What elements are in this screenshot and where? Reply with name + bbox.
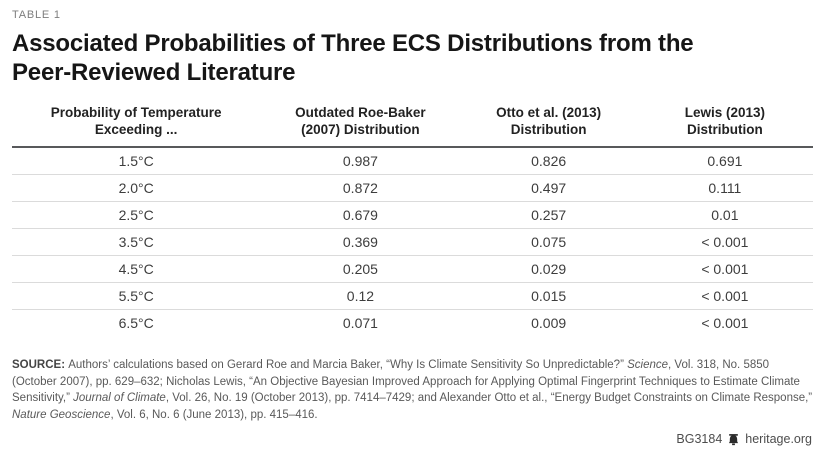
table-cell-lewis: 0.691 [636, 147, 813, 175]
table-cell-lewis: < 0.001 [701, 315, 749, 331]
table-cell-otto: 0.015 [460, 282, 637, 310]
table-cell-lewis: 0.111 [636, 174, 813, 202]
source-text-segment: , Vol. 318, No. 5850 (October 2007), pp.… [12, 359, 800, 404]
table-cell-temp: 2.0°C [12, 174, 261, 202]
source-text-segment: Journal of Climate [73, 392, 166, 404]
table-cell-otto: 0.075 [460, 228, 637, 256]
table-cell-otto: 0.497 [460, 174, 637, 202]
source-text-segment: Nature Geoscience [12, 408, 111, 421]
column-header-otto: Otto et al. (2013) Distribution [460, 102, 637, 148]
footer: BG3184 heritage.org [676, 432, 812, 446]
table-cell-roe-baker: 0.071 [342, 315, 378, 331]
doc-id: BG3184 [676, 432, 723, 446]
table-cell-temp: 2.5°C [12, 201, 261, 229]
table-cell-lewis: < 0.001 [636, 255, 813, 283]
table-cell-otto: 0.029 [460, 255, 637, 283]
table-cell-lewis: < 0.001 [636, 282, 813, 310]
heritage-bell-icon [727, 433, 740, 446]
column-header-temp: Probability of Temperature Exceeding ... [12, 102, 261, 148]
table-row: 4.5°C 0.205 0.029 < 0.001 [12, 255, 813, 283]
table-cell-roe-baker: 0.205 [260, 255, 461, 283]
table-cell-lewis: < 0.001 [636, 228, 813, 256]
table-number: TABLE 1 [12, 9, 61, 21]
table-cell-roe-baker: 0.12 [260, 282, 461, 310]
table-cell-temp: 4.5°C [12, 255, 261, 283]
table-row: 2.5°C 0.679 0.257 0.01 [12, 201, 813, 229]
table-cell-otto: 0.826 [460, 147, 637, 175]
source-text-segment: Science [627, 359, 669, 371]
heritage-site-label: heritage.org [745, 432, 812, 446]
table-cell-lewis: 0.01 [636, 201, 813, 229]
table-cell-temp: 6.5°C [118, 315, 154, 331]
table-cell-roe-baker: 0.369 [260, 228, 461, 256]
table-cell-temp: 1.5°C [12, 147, 261, 175]
table-header: Probability of Temperature Exceeding ...… [12, 102, 813, 148]
table-cell-roe-baker: 0.872 [260, 174, 461, 202]
table-cell-temp: 3.5°C [12, 228, 261, 256]
figure-title: Associated Probabilities of Three ECS Di… [12, 29, 813, 87]
column-header-lewis: Lewis (2013) Distribution [636, 102, 813, 148]
figure-title-line1: Associated Probabilities of Three ECS Di… [12, 30, 694, 57]
table-row: 5.5°C 0.12 0.015 < 0.001 [12, 282, 813, 310]
table-row: 1.5°C 0.987 0.826 0.691 [12, 147, 813, 175]
table-cell-temp: 5.5°C [12, 282, 261, 310]
table-row: 3.5°C 0.369 0.075 < 0.001 [12, 228, 813, 256]
source-text-segment: , Vol. 6, No. 6 (June 2013), pp. 415–416… [110, 408, 318, 421]
figure-page: TABLE 1 Associated Probabilities of Thre… [12, 9, 813, 446]
table-cell-otto: 0.009 [531, 315, 567, 331]
table-row: 6.5°C 0.071 0.009 < 0.001 [12, 310, 813, 337]
source-text-segment: , Vol. 26, No. 19 (October 2013), pp. 74… [165, 392, 813, 404]
table-cell-otto: 0.257 [460, 201, 637, 229]
table-cell-roe-baker: 0.679 [260, 201, 461, 229]
figure-title-line2: Peer-Reviewed Literature [12, 59, 296, 86]
table-row: 2.0°C 0.872 0.497 0.111 [12, 174, 813, 202]
source-text-segment: Authors’ calculations based on Gerard Ro… [68, 359, 628, 371]
table-header-row: Probability of Temperature Exceeding ...… [12, 102, 813, 148]
table-body: 1.5°C 0.987 0.826 0.691 2.0°C 0.872 0.497 0.111… [12, 147, 813, 336]
source-text-segment: SOURCE: [12, 359, 69, 371]
source-note: SOURCE: Authors’ calculations based on G… [12, 357, 813, 423]
column-header-roe-baker: Outdated Roe-Baker (2007) Distribution [260, 102, 461, 148]
table-cell-roe-baker: 0.987 [260, 147, 461, 175]
ecs-probability-table: Probability of Temperature Exceeding ...… [12, 102, 813, 336]
